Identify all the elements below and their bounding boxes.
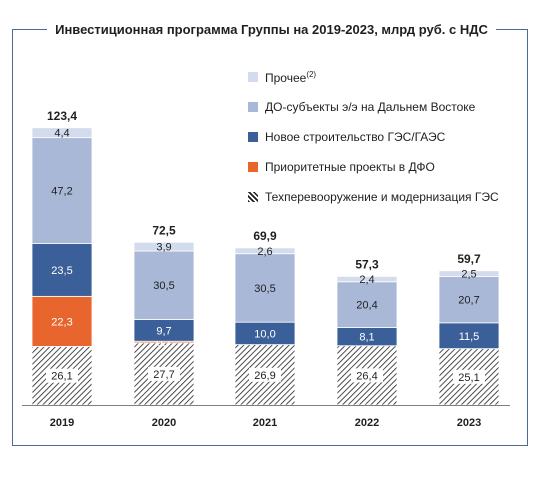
- data-label: 2,4: [359, 274, 374, 286]
- data-label: 20,7: [458, 295, 479, 307]
- bar-segment: [31, 137, 93, 245]
- bar-segment: [438, 322, 500, 350]
- legend-swatch: [248, 132, 258, 142]
- total-label: 69,9: [253, 229, 277, 243]
- bar-segment: [31, 295, 93, 347]
- legend-swatch: [248, 162, 258, 172]
- x-tick-label: 2022: [355, 417, 379, 429]
- data-label: 4,4: [54, 128, 69, 140]
- data-label: 2,6: [257, 246, 272, 258]
- total-label: 57,3: [355, 257, 379, 271]
- data-label: 11,5: [459, 331, 480, 343]
- legend-label: Приоритетные проекты в ДФО: [265, 160, 435, 174]
- x-tick-label: 2020: [152, 417, 176, 429]
- bar-segment: [438, 270, 500, 277]
- total-label: 123,4: [47, 109, 77, 123]
- legend-item: Техперевооружение и модернизация ГЭС: [248, 182, 499, 212]
- x-tick-label: 2023: [457, 417, 481, 429]
- data-label: 47,2: [51, 186, 72, 198]
- data-label-background: [453, 369, 485, 384]
- bar-segment: [438, 275, 500, 324]
- total-label: 72,5: [152, 223, 176, 237]
- legend: Прочее(2) ДО-субъекты э/э на Дальнем Вост…: [248, 62, 499, 212]
- bar-segment: [234, 253, 296, 323]
- legend-label: Прочее(2): [265, 69, 317, 85]
- data-label: 22,3: [51, 316, 72, 328]
- bar-segment: [234, 247, 296, 255]
- data-label-background: [148, 366, 180, 381]
- data-label-background: [46, 368, 78, 383]
- legend-footnote-marker: (2): [306, 69, 317, 79]
- legend-swatch: [248, 72, 258, 82]
- legend-label: Новое строительство ГЭС/ГАЭС: [265, 130, 446, 144]
- data-label: 26,4: [356, 370, 377, 382]
- data-label: 2,5: [461, 269, 476, 281]
- data-label: 27,7: [153, 369, 174, 381]
- bar-segment: [336, 281, 398, 328]
- legend-item: Прочее(2): [248, 62, 499, 92]
- data-label-background: [351, 368, 383, 383]
- legend-label: ДО-субъекты э/э на Дальнем Востоке: [265, 100, 476, 114]
- data-label: 20,4: [356, 300, 377, 312]
- legend-item: Новое строительство ГЭС/ГАЭС: [248, 122, 499, 152]
- total-label: 59,7: [457, 252, 481, 266]
- bar-segment: [133, 241, 195, 252]
- bar-segment: [31, 127, 93, 139]
- data-label: 30,5: [254, 283, 275, 295]
- data-label: 25,1: [458, 372, 479, 384]
- legend-label: Техперевооружение и модернизация ГЭС: [265, 190, 499, 204]
- bar-segment: [31, 243, 93, 297]
- data-label: 23,5: [51, 265, 72, 277]
- chart-title-text: Инвестиционная программа Группы на 2019-…: [47, 22, 496, 37]
- data-label: 3,9: [156, 242, 171, 254]
- legend-swatch: [248, 192, 258, 202]
- bar-segment: [133, 250, 195, 320]
- legend-item: ДО-субъекты э/э на Дальнем Востоке: [248, 92, 499, 122]
- x-tick-label: 2021: [253, 417, 277, 429]
- bar-segment: [336, 275, 398, 283]
- legend-swatch: [248, 102, 258, 112]
- data-label: 10,0: [254, 328, 275, 340]
- data-label: 26,1: [51, 371, 72, 383]
- x-tick-label: 2019: [50, 417, 74, 429]
- legend-item: Приоритетные проекты в ДФО: [248, 152, 499, 182]
- data-label: 26,9: [254, 370, 275, 382]
- chart-title: Инвестиционная программа Группы на 2019-…: [0, 22, 543, 37]
- data-label-background: [249, 367, 281, 382]
- data-label: 9,7: [156, 325, 171, 337]
- data-label: 30,5: [153, 280, 174, 292]
- data-label: 8,1: [359, 332, 374, 344]
